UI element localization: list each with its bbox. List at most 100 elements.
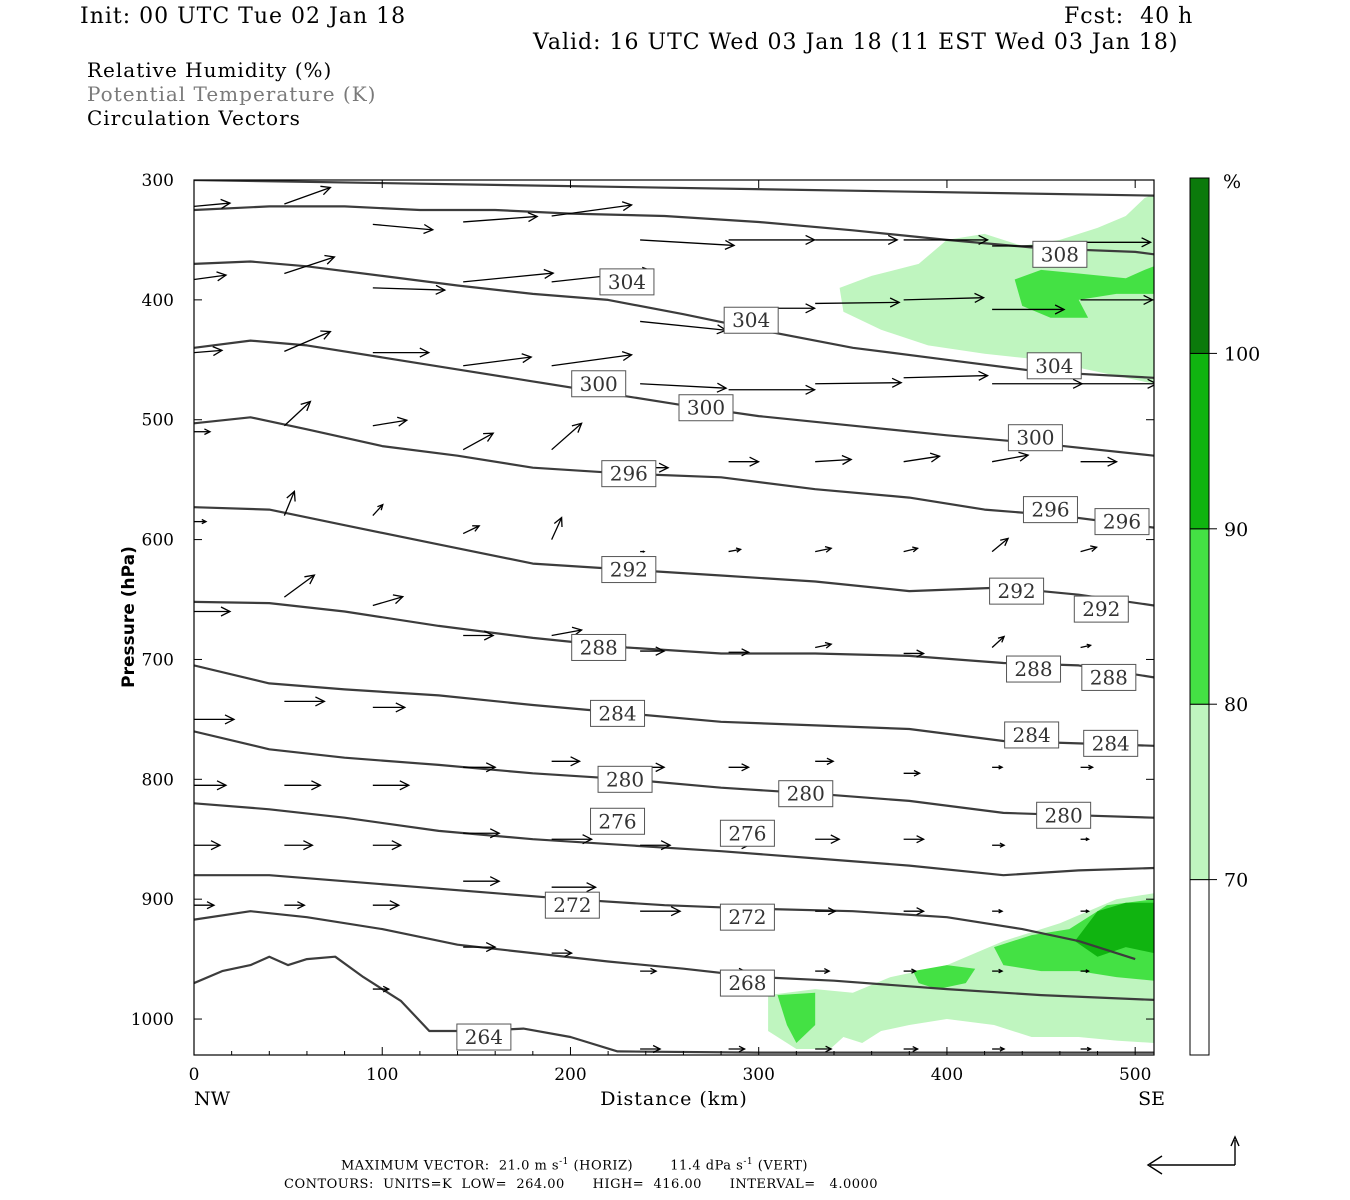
circulation-vector — [815, 234, 899, 245]
circulation-vector — [551, 516, 563, 540]
colorbar-tick-label: 100 — [1224, 343, 1260, 365]
isentrope-label: 276 — [728, 821, 766, 845]
circulation-vector — [284, 901, 306, 910]
max-vert-value: 11.4 dPa s — [670, 1158, 744, 1174]
max-horiz-value: 21.0 m s — [498, 1158, 560, 1174]
isentrope-label: 288 — [1014, 657, 1052, 681]
nw-label: NW — [194, 1088, 231, 1110]
isentrope-label: 292 — [610, 558, 648, 582]
circulation-vector — [1080, 764, 1095, 770]
circulation-vector — [194, 840, 222, 851]
isentrope-label: 296 — [1031, 498, 1069, 522]
isentrope-312 — [194, 180, 1154, 197]
circulation-vector — [991, 635, 1006, 648]
max-horiz-suffix: (HORIZ) — [573, 1158, 634, 1174]
rh-region-3 — [777, 992, 816, 1043]
circulation-vector — [194, 518, 208, 525]
isentrope-label: 268 — [728, 971, 766, 995]
colorbar-swatch — [1189, 703, 1210, 881]
isentrope-label-box — [1081, 663, 1137, 691]
valid-time: Valid: 16 UTC Wed 03 Jan 18 (11 EST Wed … — [533, 30, 1179, 55]
isentrope-label: 272 — [553, 893, 591, 917]
circulation-vector — [372, 985, 391, 993]
circulation-vector — [551, 756, 582, 767]
x-tick-label: 400 — [931, 1065, 963, 1085]
rh-region-6 — [1074, 902, 1154, 957]
init-time: Init: 00 UTC Tue 02 Jan 18 — [80, 4, 407, 29]
circulation-vector — [551, 422, 583, 451]
circulation-vector — [194, 606, 232, 617]
colorbar-swatch — [1189, 352, 1210, 530]
isentrope-label-box — [456, 1023, 512, 1051]
circulation-vector — [551, 834, 594, 845]
circulation-vector — [463, 876, 501, 887]
isentrope-280 — [194, 730, 1154, 819]
circulation-vector — [1080, 237, 1153, 248]
isentrope-label-box — [723, 306, 779, 334]
colorbar-tick-label: 80 — [1224, 694, 1248, 716]
isentrope-label-box — [719, 903, 775, 931]
circulation-vector — [903, 907, 926, 916]
isentrope-label-box — [601, 460, 657, 488]
circulation-vector — [284, 185, 332, 205]
circulation-vector — [992, 968, 1004, 974]
isentrope-label-box — [599, 268, 655, 296]
circulation-vector — [903, 968, 918, 974]
isentrope-label: 304 — [732, 308, 770, 332]
isentrope-label-box — [590, 699, 646, 727]
y-tick-label: 600 — [142, 531, 174, 551]
circulation-vector — [372, 223, 435, 235]
circulation-vector — [372, 780, 411, 791]
circulation-vector — [372, 347, 431, 358]
isentrope-label: 296 — [610, 462, 648, 486]
isentrope-label: 300 — [580, 372, 618, 396]
colorbar: 70 80 90 100 — [1189, 177, 1260, 1056]
circulation-vector — [462, 525, 481, 535]
circulation-vector — [815, 968, 831, 975]
axes: 0 100 200 300 400 500 300 400 500 600 700 800 900 100… — [131, 171, 1154, 1085]
isentrope-label: 300 — [687, 396, 725, 420]
circulation-vector — [1080, 969, 1091, 974]
isentrope-label-box — [719, 969, 775, 997]
circulation-vector — [640, 1044, 662, 1054]
isentrope-label-box — [678, 394, 734, 422]
circulation-vector — [903, 452, 942, 463]
legend-rh-title: Relative Humidity (%) — [87, 58, 333, 82]
circulation-vector — [463, 268, 555, 283]
circulation-vector — [992, 451, 1030, 463]
isentrope-label-box — [1073, 595, 1129, 623]
circulation-vector — [284, 780, 322, 791]
isentrope-label: 284 — [598, 701, 636, 725]
colorbar-unit: % — [1223, 171, 1241, 193]
circulation-vector — [815, 1045, 833, 1053]
isentrope-label: 264 — [465, 1025, 503, 1049]
circulation-vector — [372, 702, 407, 713]
circulation-vector — [728, 1045, 747, 1053]
circulation-vector — [640, 239, 736, 250]
isentrope-label: 276 — [598, 809, 636, 833]
circulation-vector — [194, 271, 228, 282]
circulation-vector — [372, 284, 447, 295]
circulation-vector — [815, 297, 901, 308]
circulation-vector — [372, 840, 403, 851]
y-tick-label: 800 — [142, 770, 174, 790]
isentrope-label: 280 — [606, 767, 644, 791]
isentrope-label-box — [1026, 352, 1082, 380]
circulation-vector — [728, 547, 743, 553]
circulation-vector — [1080, 1046, 1093, 1052]
legend-theta-title: Potential Temperature (K) — [87, 82, 377, 106]
circulation-vector — [815, 757, 835, 766]
circulation-vector — [1080, 545, 1098, 553]
circulation-vector — [372, 416, 409, 427]
plot-frame — [193, 179, 1155, 1056]
circulation-vector — [551, 882, 598, 893]
colorbar-tick-label: 90 — [1224, 519, 1248, 541]
circulation-vector — [815, 454, 853, 466]
circulation-vector — [463, 630, 495, 641]
colorbar-tick-label: 70 — [1224, 870, 1248, 892]
x-tick-label: 200 — [554, 1065, 586, 1085]
x-tick-label: 0 — [189, 1065, 200, 1085]
isentrope-label: 300 — [1016, 426, 1054, 450]
x-axis-title: Distance (km) — [600, 1088, 748, 1110]
